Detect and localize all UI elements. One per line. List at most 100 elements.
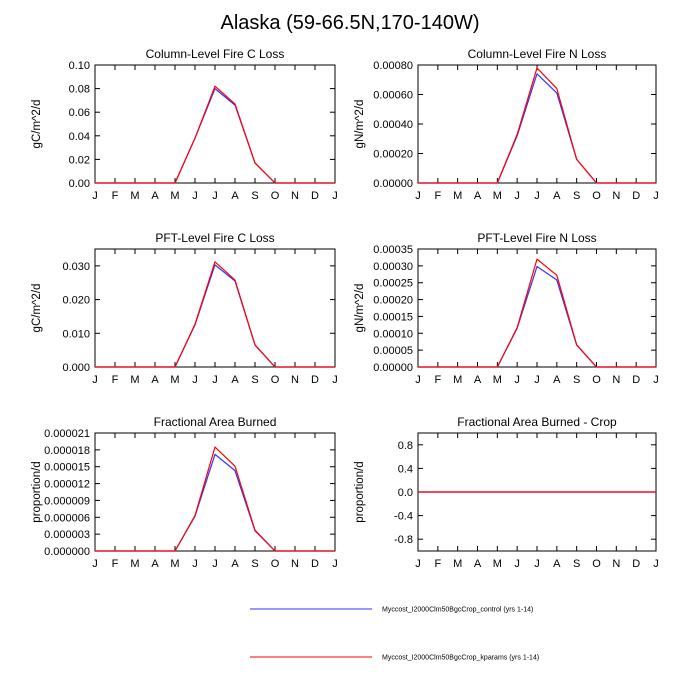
y-tick-label: 0.000018 [44, 445, 90, 457]
x-tick-label: M [453, 558, 462, 570]
y-tick-label: 0.00000 [373, 362, 413, 374]
x-tick-label: A [151, 190, 159, 202]
x-tick-label: J [415, 558, 421, 570]
y-tick-label: 0.00060 [373, 90, 413, 102]
x-tick-label: F [112, 190, 119, 202]
x-tick-label: M [170, 374, 179, 386]
y-tick-label: 0.000003 [44, 529, 90, 541]
series-line-control [95, 264, 335, 368]
y-tick-label: -0.4 [394, 511, 413, 523]
series-line-kparams [418, 67, 656, 184]
y-tick-label: 0.08 [69, 84, 90, 96]
legend: Myccost_I2000Clm50BgcCrop_control (yrs 1… [250, 607, 539, 662]
x-tick-label: J [92, 190, 98, 202]
series-line-kparams [95, 261, 335, 368]
x-tick-label: M [130, 558, 139, 570]
x-tick-label: D [311, 558, 319, 570]
y-tick-label: 0.00040 [373, 119, 413, 131]
plot-frame [94, 64, 336, 184]
series-line-control [418, 265, 656, 368]
x-tick-label: F [434, 558, 441, 570]
x-tick-label: O [271, 190, 280, 202]
x-tick-label: N [291, 558, 299, 570]
x-tick-label: A [231, 374, 239, 386]
plot-frame [417, 64, 657, 184]
panel-title: Column-Level Fire N Loss [468, 47, 607, 61]
y-tick-label: 0.000015 [44, 462, 90, 474]
y-tick-label: 0.030 [62, 261, 90, 273]
x-tick-label: F [112, 558, 119, 570]
x-tick-label: O [592, 190, 601, 202]
x-tick-label: A [553, 558, 561, 570]
series-line-kparams [95, 446, 335, 552]
x-tick-label: M [170, 190, 179, 202]
x-tick-label: J [212, 374, 218, 386]
x-tick-label: A [553, 190, 561, 202]
x-tick-label: D [632, 374, 640, 386]
x-tick-label: J [212, 190, 218, 202]
y-tick-label: 0.00020 [373, 295, 413, 307]
x-tick-label: F [434, 190, 441, 202]
x-tick-label: S [251, 374, 258, 386]
x-tick-label: J [514, 190, 520, 202]
x-tick-label: S [573, 374, 580, 386]
y-tick-label: 0.00000 [373, 178, 413, 190]
x-tick-label: A [474, 190, 482, 202]
panel-title: PFT-Level Fire N Loss [477, 231, 596, 245]
y-tick-label: 0.00 [69, 178, 90, 190]
x-tick-label: O [592, 374, 601, 386]
x-tick-label: A [151, 374, 159, 386]
x-tick-label: D [632, 558, 640, 570]
x-tick-label: J [192, 190, 198, 202]
y-tick-label: 0.06 [69, 107, 90, 119]
x-tick-label: J [653, 374, 659, 386]
x-tick-label: J [92, 558, 98, 570]
x-tick-label: M [130, 374, 139, 386]
x-tick-label: D [311, 190, 319, 202]
x-tick-label: S [573, 190, 580, 202]
panel-title: PFT-Level Fire C Loss [155, 231, 274, 245]
x-tick-label: N [612, 558, 620, 570]
x-tick-label: N [612, 190, 620, 202]
y-tick-label: 0.00035 [373, 244, 413, 256]
x-tick-label: A [231, 558, 239, 570]
y-tick-label: 0.00020 [373, 149, 413, 161]
x-tick-label: J [92, 374, 98, 386]
x-tick-label: M [493, 558, 502, 570]
series-line-kparams [95, 85, 335, 184]
y-tick-label: 0.000000 [44, 546, 90, 558]
x-tick-label: J [192, 374, 198, 386]
y-tick-label: 0.4 [398, 463, 413, 475]
y-tick-label: 0.000006 [44, 512, 90, 524]
y-tick-label: 0.8 [398, 440, 413, 452]
y-tick-label: 0.04 [69, 131, 90, 143]
y-tick-label: 0.0 [398, 487, 413, 499]
y-tick-label: 0.00015 [373, 311, 413, 323]
x-tick-label: O [271, 558, 280, 570]
series-line-control [95, 453, 335, 552]
panel-6: Fractional Area Burned - Crop proportion/… [354, 415, 659, 570]
y-axis-label: proportion/d [31, 461, 43, 522]
y-tick-label: 0.00010 [373, 328, 413, 340]
x-tick-label: N [291, 374, 299, 386]
y-tick-label: 0.000012 [44, 479, 90, 491]
x-tick-label: J [534, 190, 540, 202]
y-tick-label: 0.10 [69, 60, 90, 72]
panel-title: Fractional Area Burned [154, 415, 277, 429]
y-tick-label: 0.020 [62, 295, 90, 307]
x-tick-label: J [514, 558, 520, 570]
x-tick-label: J [653, 190, 659, 202]
x-tick-label: F [112, 374, 119, 386]
x-tick-label: J [415, 374, 421, 386]
legend-label-control: Myccost_I2000Clm50BgcCrop_control (yrs 1… [382, 607, 533, 614]
x-tick-label: J [332, 558, 338, 570]
x-tick-label: J [653, 558, 659, 570]
x-tick-label: N [291, 190, 299, 202]
y-tick-label: 0.010 [62, 328, 90, 340]
x-tick-label: A [474, 558, 482, 570]
